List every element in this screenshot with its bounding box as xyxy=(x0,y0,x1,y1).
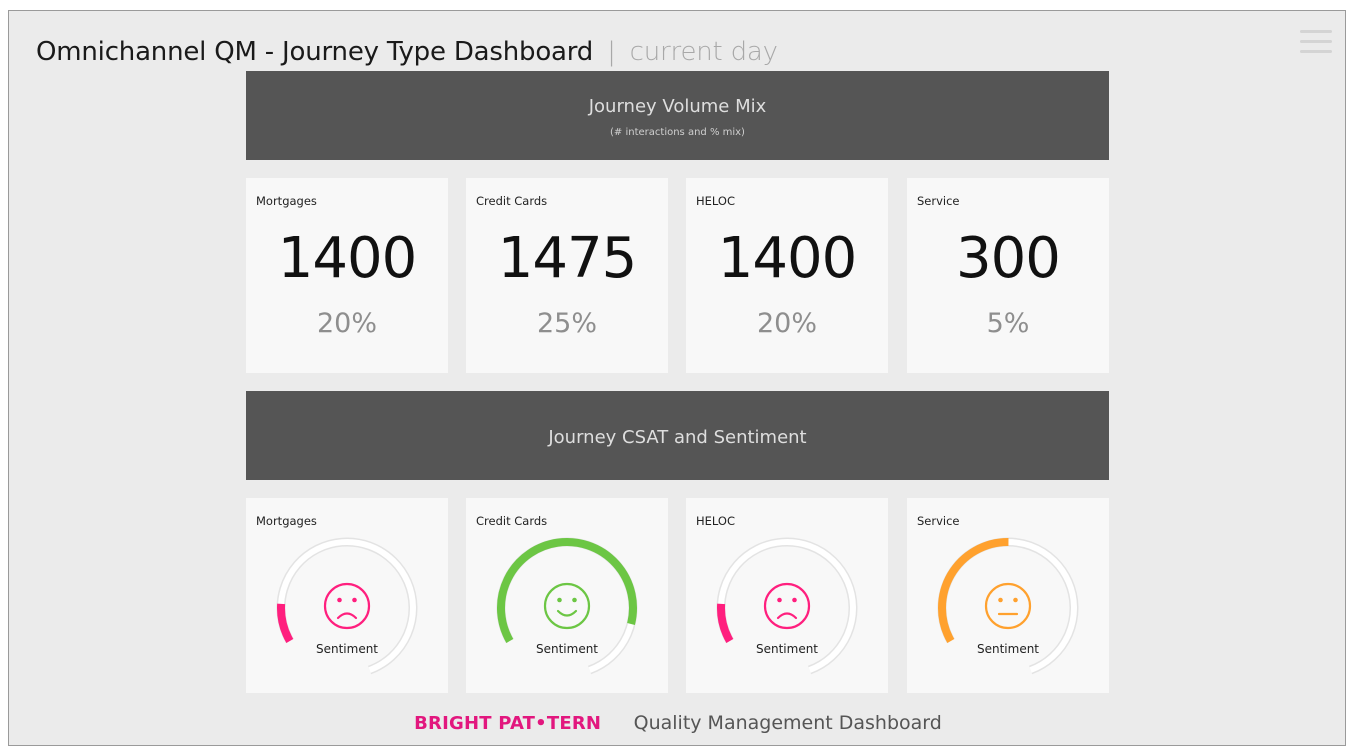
face-right-eye xyxy=(572,597,577,603)
card-label: HELOC xyxy=(696,194,735,208)
face-mouth xyxy=(556,609,578,617)
sentiment-card-mortgages[interactable]: Mortgages Sentiment xyxy=(246,498,448,693)
sentiment-label: Sentiment xyxy=(755,642,819,656)
title-separator: | xyxy=(607,37,616,67)
gauge-track-inner xyxy=(718,539,856,673)
page-title: Omnichannel QM - Journey Type Dashboard |… xyxy=(36,37,778,67)
face-left-eye xyxy=(998,597,1003,603)
sentiment-label: Sentiment xyxy=(535,642,599,656)
sentiment-gauge xyxy=(496,537,638,675)
gauge-track-inner xyxy=(278,539,416,673)
brand-logo: BRIGHT PAT•TERN xyxy=(414,713,602,734)
face-left-eye xyxy=(337,597,342,603)
card-label: Credit Cards xyxy=(476,514,548,528)
face-left-eye xyxy=(777,597,782,603)
csat-sentiment-title: Journey CSAT and Sentiment xyxy=(548,427,807,448)
sad-face-icon xyxy=(763,582,811,630)
sentiment-card-credit-cards[interactable]: Credit Cards Sentiment xyxy=(466,498,668,693)
card-label: Mortgages xyxy=(256,514,317,528)
volume-mix-title: Journey Volume Mix xyxy=(588,96,767,117)
mix-percent: 20% xyxy=(756,308,817,339)
volume-card-credit-cards[interactable]: Credit Cards 1475 25% xyxy=(466,178,668,373)
menu-bar-1 xyxy=(1300,30,1332,33)
sentiment-gauge xyxy=(276,537,418,675)
sentiment-gauge xyxy=(716,537,858,675)
gauge-fill xyxy=(938,537,1009,643)
face-mouth xyxy=(336,612,358,620)
mix-percent: 5% xyxy=(986,308,1030,339)
card-label: Mortgages xyxy=(256,194,317,208)
interaction-count: 300 xyxy=(956,226,1061,291)
volume-mix-banner: Journey Volume Mix (# interactions and %… xyxy=(246,71,1109,160)
volume-mix-subtitle: (# interactions and % mix) xyxy=(610,127,745,138)
interaction-count: 1400 xyxy=(717,226,858,291)
volume-card-heloc[interactable]: HELOC 1400 20% xyxy=(686,178,888,373)
sentiment-card-service[interactable]: Service Sentiment xyxy=(907,498,1109,693)
page-title-text: Omnichannel QM - Journey Type Dashboard xyxy=(36,37,594,67)
gauge-fill xyxy=(717,603,734,643)
interaction-count: 1475 xyxy=(497,226,638,291)
volume-card-mortgages[interactable]: Mortgages 1400 20% xyxy=(246,178,448,373)
sentiment-label: Sentiment xyxy=(315,642,379,656)
sentiment-card-heloc[interactable]: HELOC Sentiment xyxy=(686,498,888,693)
card-label: Credit Cards xyxy=(476,194,548,208)
card-label: Service xyxy=(917,194,960,208)
face-right-eye xyxy=(792,597,797,603)
face-right-eye xyxy=(1013,597,1018,603)
gauge-fill xyxy=(497,538,637,643)
sentiment-label: Sentiment xyxy=(976,642,1040,656)
hamburger-menu-icon[interactable] xyxy=(1300,30,1332,54)
footer: BRIGHT PAT•TERN Quality Management Dashb… xyxy=(0,712,1356,734)
menu-bar-2 xyxy=(1300,40,1332,43)
footer-title: Quality Management Dashboard xyxy=(633,712,942,734)
mix-percent: 25% xyxy=(536,308,597,339)
sad-face-icon xyxy=(323,582,371,630)
mix-percent: 20% xyxy=(316,308,377,339)
gauge-fill xyxy=(277,603,294,643)
csat-sentiment-banner: Journey CSAT and Sentiment xyxy=(246,391,1109,480)
face-left-eye xyxy=(557,597,562,603)
happy-face-icon xyxy=(543,582,591,630)
face-mouth xyxy=(776,612,798,620)
volume-card-service[interactable]: Service 300 5% xyxy=(907,178,1109,373)
neutral-face-icon xyxy=(984,582,1032,630)
menu-bar-3 xyxy=(1300,50,1332,53)
time-range-label: current day xyxy=(629,37,778,67)
sentiment-gauge xyxy=(937,537,1079,675)
face-right-eye xyxy=(352,597,357,603)
interaction-count: 1400 xyxy=(277,226,418,291)
card-label: HELOC xyxy=(696,514,735,528)
card-label: Service xyxy=(917,514,960,528)
